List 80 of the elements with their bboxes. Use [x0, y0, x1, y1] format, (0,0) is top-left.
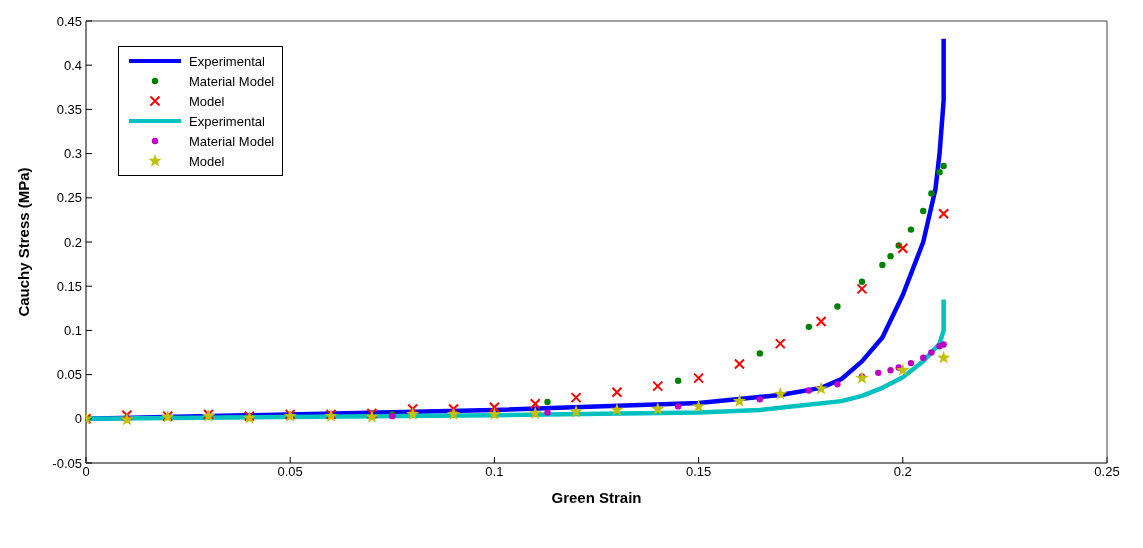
y-tick-label: 0	[74, 411, 82, 427]
point	[805, 323, 813, 331]
point	[887, 252, 894, 260]
point	[940, 162, 947, 170]
point	[896, 363, 910, 376]
point	[756, 396, 764, 403]
point	[875, 369, 882, 377]
point	[652, 380, 664, 392]
point	[529, 398, 541, 410]
point	[920, 354, 927, 361]
y-tick-label: 0.3	[63, 146, 82, 162]
point	[756, 350, 764, 357]
point	[928, 349, 935, 356]
point	[897, 242, 909, 254]
x-tick-label: 0.25	[1094, 464, 1120, 480]
x-tick-label: 0.1	[485, 464, 504, 480]
legend-label: Experimental	[189, 53, 265, 69]
point	[834, 303, 841, 310]
point	[448, 403, 460, 415]
point	[674, 403, 682, 410]
point	[120, 412, 134, 426]
point	[834, 381, 841, 388]
y-axis-title: Cauchy Stress (MPa)	[15, 167, 33, 317]
point	[815, 316, 827, 328]
point	[887, 366, 894, 374]
point	[907, 226, 915, 233]
point	[936, 168, 943, 176]
point	[487, 407, 502, 421]
point	[407, 403, 419, 415]
y-tick-label: 0.05	[56, 367, 82, 383]
x-tick-label: 0.05	[277, 464, 303, 480]
point	[544, 409, 551, 416]
point	[488, 401, 500, 413]
point	[805, 387, 813, 394]
point	[406, 407, 420, 421]
point	[856, 283, 868, 295]
point	[774, 338, 786, 350]
point	[121, 409, 133, 421]
point	[544, 398, 551, 406]
point	[928, 190, 935, 197]
point	[732, 394, 747, 407]
y-tick-label: 0.4	[63, 57, 82, 73]
point	[611, 386, 623, 398]
point	[366, 408, 378, 419]
point	[674, 377, 682, 384]
point	[855, 371, 869, 384]
y-tick-label: 0.1	[63, 323, 82, 339]
legend-label: Material Model	[189, 133, 275, 149]
point	[814, 381, 828, 395]
point	[693, 372, 705, 384]
point	[920, 207, 927, 215]
point	[691, 399, 706, 413]
x-tick-label: 0.15	[685, 464, 712, 480]
point	[773, 387, 787, 400]
point	[940, 341, 947, 348]
legend-label: Model	[189, 93, 225, 109]
y-tick-label: 0.2	[63, 234, 82, 250]
x-tick-label: 0.2	[893, 464, 912, 480]
y-tick-label: 0.25	[56, 190, 82, 206]
point	[936, 350, 951, 364]
point	[365, 410, 379, 423]
y-tick-label: 0.35	[56, 102, 82, 118]
y-tick-label: 0.45	[56, 13, 82, 29]
y-tick-label: 0.15	[56, 278, 82, 294]
legend-label: Model	[189, 153, 225, 169]
legend-label: Experimental	[189, 113, 265, 129]
y-tick-label: -0.05	[52, 455, 82, 471]
point	[733, 358, 745, 370]
point	[651, 402, 665, 415]
x-axis-title: Green Strain	[551, 489, 642, 506]
point	[938, 208, 950, 220]
point	[569, 404, 583, 418]
legend-label: Material Model	[189, 73, 275, 89]
point	[446, 407, 461, 421]
point	[858, 278, 866, 285]
point	[879, 261, 886, 269]
point	[528, 406, 542, 420]
point	[907, 359, 915, 367]
point	[570, 392, 582, 404]
point	[610, 402, 624, 416]
